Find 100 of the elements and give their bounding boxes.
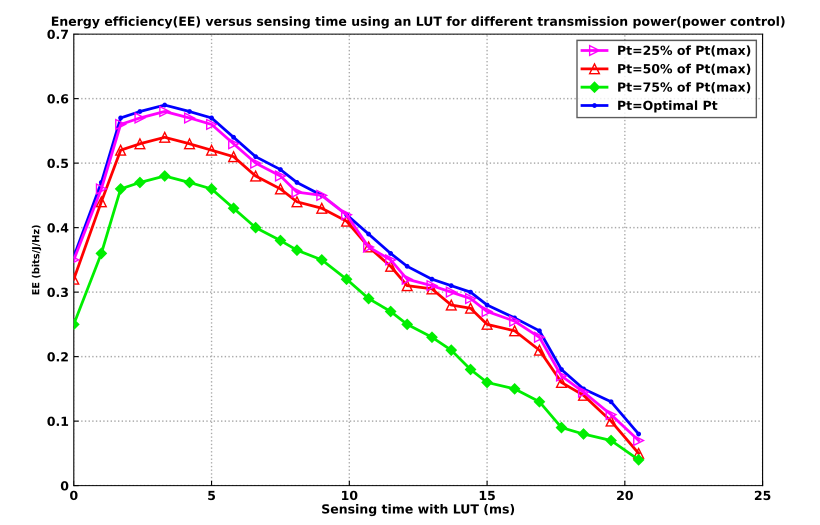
y-tick-label: 0.7 <box>47 30 68 40</box>
point <box>464 364 476 376</box>
point <box>608 399 614 404</box>
point <box>426 283 438 294</box>
point <box>228 202 240 214</box>
point <box>534 332 545 343</box>
legend-label: Pt=75% of Pt(max) <box>618 82 750 94</box>
point <box>291 244 303 256</box>
x-tick-label: 5 <box>208 490 216 500</box>
point <box>578 386 590 398</box>
point <box>206 144 218 156</box>
x-tick-label: 20 <box>617 490 633 500</box>
point <box>115 183 126 195</box>
point <box>159 106 170 118</box>
point <box>633 448 644 459</box>
y-tick-label: 0.6 <box>47 94 68 104</box>
x-tick-label: 0 <box>70 490 78 500</box>
point <box>446 286 457 298</box>
x-tick-label: 15 <box>480 490 495 500</box>
point <box>633 434 644 446</box>
point <box>96 196 107 208</box>
point <box>404 264 410 269</box>
point <box>363 292 374 304</box>
point <box>291 186 303 198</box>
point <box>96 248 107 260</box>
point <box>484 302 490 308</box>
point <box>446 344 457 356</box>
point <box>633 454 644 466</box>
point <box>537 328 542 334</box>
x-axis-title: Sensing time with LUT (ms) <box>322 504 514 516</box>
point <box>402 274 413 285</box>
point <box>341 216 352 227</box>
point <box>636 432 642 436</box>
point <box>228 151 240 162</box>
point <box>316 190 328 201</box>
point <box>115 144 126 156</box>
point <box>159 132 170 143</box>
point <box>187 109 192 114</box>
point <box>96 183 107 194</box>
point <box>250 222 262 234</box>
point <box>481 376 493 388</box>
point <box>482 318 493 330</box>
point <box>341 209 352 220</box>
point <box>206 183 218 195</box>
y-tick-label: 0.3 <box>47 288 68 298</box>
point <box>509 316 520 327</box>
point <box>606 416 617 427</box>
point <box>366 232 372 237</box>
point <box>231 134 236 140</box>
point <box>159 170 170 182</box>
point <box>209 116 214 120</box>
point <box>250 170 262 182</box>
legend-label: Pt=Optimal Pt <box>618 100 718 113</box>
x-tick-label: 25 <box>754 490 770 500</box>
point <box>559 367 564 372</box>
point <box>605 434 617 446</box>
point <box>316 202 328 214</box>
point <box>448 283 454 288</box>
point <box>430 276 434 282</box>
point <box>578 428 590 440</box>
point <box>385 306 396 318</box>
point <box>556 370 568 382</box>
point <box>162 102 168 108</box>
point <box>115 118 126 130</box>
point <box>464 302 476 314</box>
point <box>385 260 396 272</box>
point <box>274 234 286 246</box>
point <box>184 112 196 124</box>
point <box>468 290 473 295</box>
point <box>426 332 438 343</box>
point <box>206 118 218 130</box>
legend-label: Pt=50% of Pt(max) <box>618 64 750 75</box>
point <box>556 376 568 388</box>
point <box>184 176 196 188</box>
point <box>606 409 617 420</box>
point <box>118 116 124 120</box>
point <box>291 196 303 208</box>
point <box>134 112 146 124</box>
point <box>464 293 476 304</box>
point <box>137 109 142 114</box>
y-axis-title: EE (bits/J/Hz) <box>32 225 42 294</box>
point <box>340 274 352 285</box>
point <box>534 344 545 356</box>
point <box>253 154 258 160</box>
y-tick-label: 0 <box>60 481 68 491</box>
point <box>228 138 240 150</box>
legend-label: Pt=25% of Pt(max) <box>618 45 750 57</box>
point <box>274 170 286 182</box>
point <box>402 318 413 330</box>
point <box>426 280 438 292</box>
point <box>402 280 413 292</box>
point <box>278 167 283 172</box>
point <box>134 138 146 150</box>
point <box>385 254 396 266</box>
chart-title: Energy efficiency(EE) versus sensing time using an LUT for different transmission power(power control) <box>52 16 785 28</box>
point <box>294 180 300 185</box>
y-tick-label: 0.5 <box>47 158 68 168</box>
point <box>534 396 546 408</box>
y-tick-label: 0.4 <box>47 223 68 233</box>
point <box>388 250 394 256</box>
